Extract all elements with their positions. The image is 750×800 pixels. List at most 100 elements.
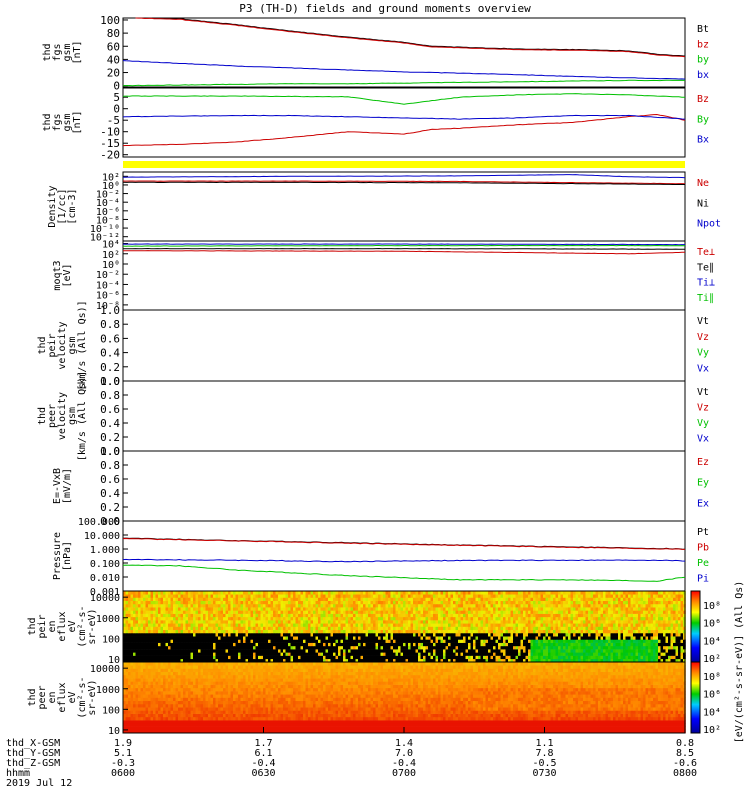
- heatmap-cell: [535, 642, 539, 647]
- heatmap-cell: [385, 613, 389, 618]
- heatmap-cell: [250, 636, 254, 640]
- heatmap-cell: [603, 623, 606, 627]
- heatmap-cell: [208, 642, 211, 647]
- heatmap-cell: [303, 658, 306, 663]
- heatmap-cell: [308, 597, 311, 601]
- heatmap-cell: [130, 597, 134, 601]
- heatmap-cell: [180, 607, 184, 611]
- heatmap-cell: [238, 629, 241, 634]
- heatmap-cell: [365, 655, 369, 660]
- heatmap-cell: [558, 649, 561, 653]
- heatmap-cell: [450, 655, 454, 660]
- heatmap-cell: [508, 645, 511, 650]
- heatmap-cell: [190, 632, 194, 637]
- heatmap-cell: [608, 613, 611, 618]
- heatmap-cell: [623, 597, 626, 601]
- heatmap-cell: [673, 613, 676, 618]
- heatmap-cell: [528, 626, 531, 631]
- heatmap-cell: [483, 594, 486, 598]
- heatmap-cell: [518, 607, 521, 611]
- heatmap-cell: [230, 645, 234, 650]
- heatmap-cell: [260, 636, 264, 640]
- heatmap-cell: [343, 636, 346, 640]
- heatmap-cell: [580, 658, 584, 663]
- heatmap-cell: [575, 649, 579, 653]
- heatmap-cell: [640, 610, 644, 614]
- y-axis-title-line: gsm: [67, 407, 78, 425]
- heatmap-cell: [393, 616, 396, 621]
- heatmap-cell: [338, 632, 341, 637]
- heatmap-cell: [255, 655, 259, 660]
- heatmap-cell: [493, 642, 496, 647]
- heatmap-cell: [398, 652, 401, 656]
- heatmap-cell: [633, 636, 636, 640]
- heatmap-cell: [568, 597, 571, 601]
- heatmap-cell: [485, 626, 489, 631]
- heatmap-cell: [195, 597, 199, 601]
- heatmap-cell: [330, 600, 334, 605]
- heatmap-cell: [640, 623, 644, 627]
- heatmap-cell: [208, 600, 211, 605]
- heatmap-cell: [668, 636, 671, 640]
- heatmap-cell: [235, 658, 239, 663]
- heatmap-cell: [580, 603, 584, 608]
- heatmap-cell: [500, 639, 504, 643]
- heatmap-cell: [613, 600, 616, 605]
- heatmap-cell: [393, 607, 396, 611]
- heatmap-cell: [245, 610, 249, 614]
- heatmap-cell: [138, 591, 141, 595]
- heatmap-cell: [255, 616, 259, 621]
- heatmap-cell: [450, 623, 454, 627]
- heatmap-cell: [168, 642, 171, 647]
- heatmap-cell: [393, 652, 396, 656]
- heatmap-cell: [598, 649, 601, 653]
- heatmap-cell: [358, 623, 361, 627]
- heatmap-cell: [393, 626, 396, 631]
- heatmap-cell: [630, 629, 634, 634]
- heatmap-cell: [463, 636, 466, 640]
- heatmap-cell: [280, 607, 284, 611]
- heatmap-cell: [305, 645, 309, 650]
- heatmap-cell: [605, 636, 609, 640]
- heatmap-cell: [515, 649, 519, 653]
- heatmap-cell: [235, 642, 239, 647]
- heatmap-cell: [340, 620, 344, 624]
- heatmap-cell: [308, 645, 311, 650]
- heatmap-cell: [145, 645, 149, 650]
- heatmap-cell: [473, 603, 476, 608]
- heatmap-cell: [448, 629, 451, 634]
- heatmap-cell: [668, 600, 671, 605]
- heatmap-cell: [240, 655, 244, 660]
- heatmap-cell: [653, 652, 656, 656]
- heatmap-cell: [300, 600, 304, 605]
- heatmap-cell: [595, 597, 599, 601]
- heatmap-cell: [455, 600, 459, 605]
- heatmap-cell: [128, 616, 131, 621]
- heatmap-cell: [165, 623, 169, 627]
- heatmap-cell: [138, 607, 141, 611]
- heatmap-cell: [345, 632, 349, 637]
- heatmap-cell: [295, 632, 299, 637]
- heatmap-cell: [405, 658, 409, 663]
- heatmap-cell: [193, 623, 196, 627]
- heatmap-cell: [183, 600, 186, 605]
- heatmap-cell: [413, 597, 416, 601]
- heatmap-cell: [330, 597, 334, 601]
- heatmap-cell: [513, 610, 516, 614]
- heatmap-cell: [498, 613, 501, 618]
- heatmap-cell: [138, 623, 141, 627]
- heatmap-cell: [253, 616, 256, 621]
- heatmap-cell: [623, 639, 626, 643]
- heatmap-cell: [630, 613, 634, 618]
- heatmap-cell: [628, 607, 631, 611]
- heatmap-cell: [535, 632, 539, 637]
- heatmap-cell: [368, 645, 371, 650]
- heatmap-cell: [580, 613, 584, 618]
- heatmap-cell: [220, 620, 224, 624]
- heatmap-cell: [168, 626, 171, 631]
- heatmap-cell: [478, 636, 481, 640]
- heatmap-cell: [560, 645, 564, 650]
- heatmap-cell: [318, 629, 321, 634]
- heatmap-cell: [305, 639, 309, 643]
- heatmap-cell: [360, 620, 364, 624]
